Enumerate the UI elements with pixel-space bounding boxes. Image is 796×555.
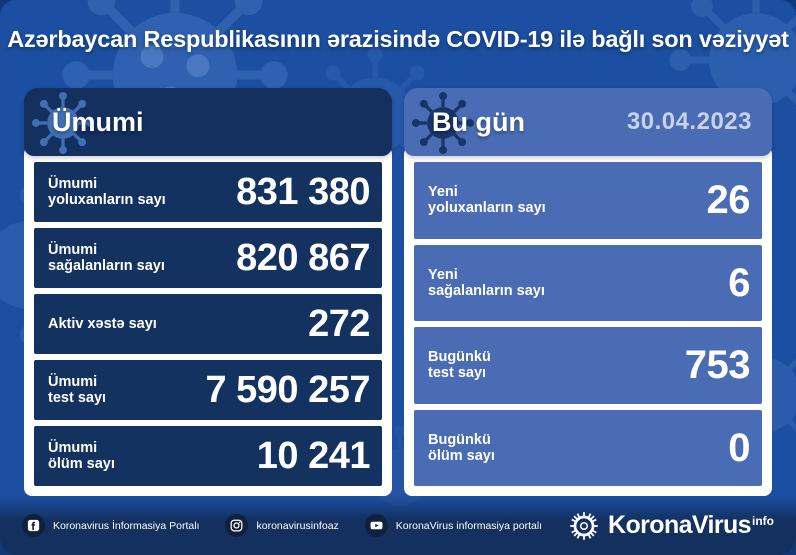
stat-value: 0 <box>728 425 750 470</box>
table-row: Ümumi sağalanların sayı 820 867 <box>34 228 382 288</box>
virus-sun-icon <box>569 511 599 541</box>
brand-suffix: info <box>752 513 774 528</box>
social-label: koronavirusinfoaz <box>256 519 339 532</box>
social-link-instagram[interactable]: koronavirusinfoaz <box>225 514 339 537</box>
stat-value: 753 <box>684 343 751 388</box>
total-panel-heading: Ümumi <box>52 106 144 137</box>
today-panel-header: Bu gün 30.04.2023 <box>404 88 772 156</box>
total-panel: Ümumi Ümumi yoluxanların sayı 831 380 Üm… <box>24 88 392 496</box>
table-row: Bugünkü ölüm sayı 0 <box>414 409 762 486</box>
stat-value: 272 <box>308 303 370 345</box>
stat-label: Bugünkü ölüm sayı <box>428 431 495 464</box>
stat-value: 6 <box>728 260 750 305</box>
facebook-icon <box>22 514 45 537</box>
stats-panels: Ümumi Ümumi yoluxanların sayı 831 380 Üm… <box>24 88 772 496</box>
stat-label: Ümumi test sayı <box>48 373 107 406</box>
stat-value: 26 <box>706 178 751 223</box>
total-panel-header: Ümumi <box>24 88 392 156</box>
social-link-facebook[interactable]: Koronavirus İnformasiya Portalı <box>22 514 199 537</box>
stat-label: Bugünkü test sayı <box>428 349 491 382</box>
stat-value: 10 241 <box>256 435 371 477</box>
youtube-icon <box>364 514 388 537</box>
virus-icon-total-header <box>30 90 96 156</box>
table-row: Ümumi test sayı 7 590 257 <box>34 360 382 420</box>
footer-bar: Koronavirus İnformasiya Portalı koronavi… <box>0 496 796 555</box>
today-panel-heading: Bu gün <box>432 106 525 137</box>
today-panel-body: Yeni yoluxanların sayı 26 Yeni sağalanla… <box>404 146 772 496</box>
social-label: KoronaVirus informasiya portalı <box>395 519 543 532</box>
stat-value: 7 590 257 <box>205 369 370 411</box>
stat-label: Aktiv xəstə sayı <box>48 315 157 332</box>
brand-logo[interactable]: KoronaVirus info <box>569 511 774 541</box>
table-row: Yeni yoluxanların sayı 26 <box>414 162 762 239</box>
stat-label: Ümumi ölüm sayı <box>48 439 115 472</box>
poster-title-bar: Azərbaycan Respublikasının ərazisində CO… <box>0 26 796 53</box>
instagram-icon <box>225 514 249 537</box>
table-row: Yeni sağalanların sayı 6 <box>414 244 762 321</box>
social-label: Koronavirus İnformasiya Portalı <box>53 519 200 532</box>
stat-label: Yeni sağalanların sayı <box>428 266 545 299</box>
stat-value: 820 867 <box>236 237 370 279</box>
today-panel: Bu gün 30.04.2023 Yeni yoluxanların sayı… <box>404 88 772 496</box>
stat-label: Ümumi sağalanların sayı <box>48 241 165 274</box>
table-row: Bugünkü test sayı 753 <box>414 327 762 404</box>
brand-name: KoronaVirus <box>608 511 752 539</box>
social-link-youtube[interactable]: KoronaVirus informasiya portalı <box>364 514 543 537</box>
table-row: Ümumi yoluxanların sayı 831 380 <box>34 162 382 222</box>
total-panel-body: Ümumi yoluxanların sayı 831 380 Ümumi sa… <box>24 146 392 496</box>
table-row: Aktiv xəstə sayı 272 <box>34 294 382 354</box>
page-title: Azərbaycan Respublikasının ərazisində CO… <box>7 26 789 52</box>
today-panel-date: 30.04.2023 <box>626 108 752 135</box>
stat-value: 831 380 <box>236 171 370 213</box>
stat-label: Yeni yoluxanların sayı <box>428 184 546 217</box>
table-row: Ümumi ölüm sayı 10 241 <box>34 426 382 486</box>
stat-label: Ümumi yoluxanların sayı <box>48 175 166 208</box>
